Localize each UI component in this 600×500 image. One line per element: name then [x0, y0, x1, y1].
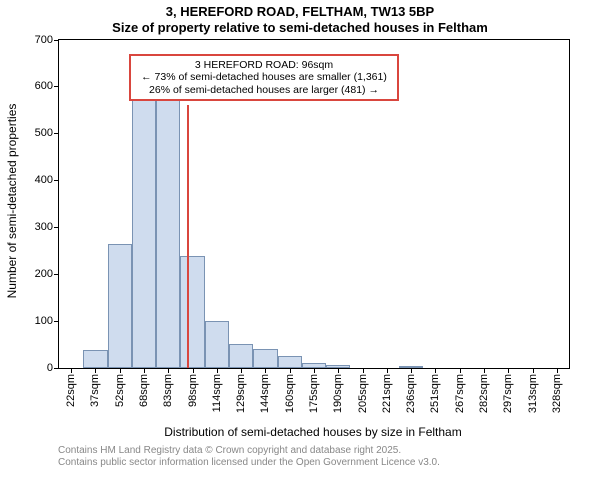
y-axis-label: Number of semi-detached properties: [5, 81, 19, 321]
callout-line: 3 HEREFORD ROAD: 96sqm: [137, 59, 391, 72]
histogram-bar: [229, 344, 253, 367]
reference-callout: 3 HEREFORD ROAD: 96sqm← 73% of semi-deta…: [129, 54, 399, 102]
footer-line1: Contains HM Land Registry data © Crown c…: [58, 445, 600, 458]
x-tick-label: 328sqm: [551, 368, 563, 413]
histogram-bar: [108, 244, 132, 367]
x-tick-label: 68sqm: [138, 368, 150, 407]
x-axis-label: Distribution of semi-detached houses by …: [58, 425, 568, 439]
x-tick-label: 52sqm: [114, 368, 126, 407]
x-tick-label: 205sqm: [357, 368, 369, 413]
reference-line: [187, 105, 189, 367]
chart-area: Number of semi-detached properties 01002…: [0, 39, 600, 423]
chart-title: 3, HEREFORD ROAD, FELTHAM, TW13 5BP Size…: [0, 0, 600, 37]
x-tick-label: 22sqm: [65, 368, 77, 407]
title-line2: Size of property relative to semi-detach…: [0, 20, 600, 36]
histogram-bar: [205, 321, 229, 368]
histogram-bar: [83, 350, 107, 368]
x-tick-label: 83sqm: [162, 368, 174, 407]
histogram-bar: [180, 256, 204, 368]
x-tick-label: 190sqm: [332, 368, 344, 413]
plot-area: 010020030040050060070022sqm37sqm52sqm68s…: [58, 39, 570, 369]
x-tick-label: 37sqm: [89, 368, 101, 407]
histogram-bar: [132, 97, 156, 367]
x-tick-label: 144sqm: [259, 368, 271, 413]
histogram-bar: [156, 98, 180, 367]
footer-line2: Contains public sector information licen…: [58, 457, 600, 470]
callout-line: ← 73% of semi-detached houses are smalle…: [137, 71, 391, 84]
x-tick-label: 175sqm: [308, 368, 320, 413]
x-tick-label: 251sqm: [429, 368, 441, 413]
x-tick-label: 98sqm: [187, 368, 199, 407]
attribution-footer: Contains HM Land Registry data © Crown c…: [58, 445, 600, 470]
x-tick-label: 160sqm: [284, 368, 296, 413]
x-tick-label: 282sqm: [478, 368, 490, 413]
x-tick-label: 297sqm: [502, 368, 514, 413]
x-tick-label: 129sqm: [235, 368, 247, 413]
x-tick-label: 267sqm: [454, 368, 466, 413]
x-tick-label: 221sqm: [381, 368, 393, 413]
title-line1: 3, HEREFORD ROAD, FELTHAM, TW13 5BP: [0, 4, 600, 20]
callout-line: 26% of semi-detached houses are larger (…: [137, 84, 391, 97]
x-tick-label: 114sqm: [211, 368, 223, 412]
histogram-bar: [253, 349, 277, 368]
x-tick-label: 313sqm: [527, 368, 539, 413]
histogram-bar: [278, 356, 302, 368]
x-tick-label: 236sqm: [405, 368, 417, 413]
